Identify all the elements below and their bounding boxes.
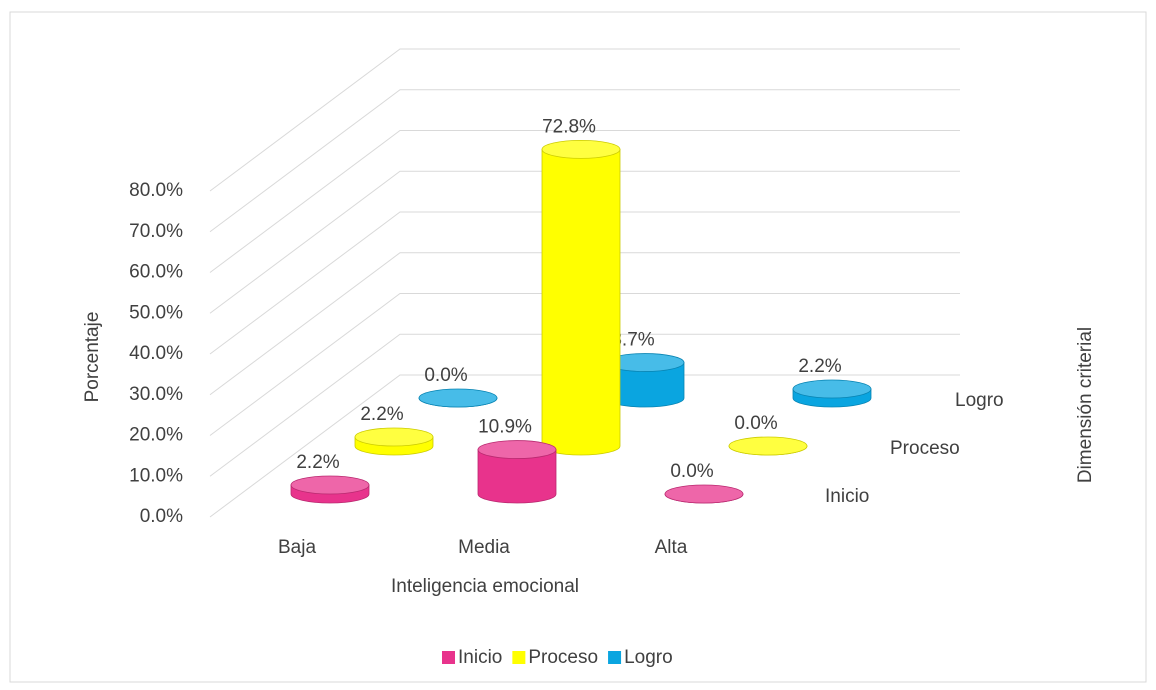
cylinder-top bbox=[728, 436, 808, 456]
y-tick-label: 60.0% bbox=[129, 262, 183, 283]
y-tick-label: 30.0% bbox=[129, 384, 183, 405]
z-tick-label: Proceso bbox=[890, 438, 960, 459]
legend-label: Inicio bbox=[458, 647, 502, 668]
value-label: 2.2% bbox=[296, 452, 339, 473]
cylinder-body bbox=[477, 449, 557, 504]
value-label: 0.0% bbox=[424, 365, 467, 386]
y-tick-label: 70.0% bbox=[129, 221, 183, 242]
value-label: 0.0% bbox=[670, 461, 713, 482]
value-label: 2.2% bbox=[798, 356, 841, 377]
value-label: 0.0% bbox=[734, 413, 777, 434]
legend-label: Proceso bbox=[528, 647, 598, 668]
legend-swatch bbox=[442, 651, 455, 664]
z-axis-title: Dimensión criterial bbox=[1075, 327, 1096, 483]
y-tick-label: 20.0% bbox=[129, 425, 183, 446]
grid-line bbox=[209, 89, 960, 233]
cylinder-top bbox=[418, 388, 498, 408]
z-tick-label: Inicio bbox=[825, 486, 869, 507]
grid-line bbox=[209, 211, 960, 355]
x-tick-label: Alta bbox=[655, 537, 688, 558]
value-label: 10.9% bbox=[478, 417, 532, 438]
cylinder-body bbox=[541, 148, 621, 456]
x-tick-label: Baja bbox=[278, 537, 316, 558]
legend-swatch bbox=[608, 651, 622, 664]
grid-line bbox=[209, 170, 960, 314]
value-label: 72.8% bbox=[542, 116, 596, 137]
grid-line bbox=[209, 252, 960, 396]
cylinder-top bbox=[477, 440, 557, 459]
y-tick-label: 10.0% bbox=[129, 465, 183, 486]
cylinder-top bbox=[664, 484, 744, 504]
cylinder-top bbox=[541, 139, 621, 159]
y-axis-title: Porcentaje bbox=[82, 312, 103, 403]
value-label: 2.2% bbox=[360, 404, 403, 425]
grid-line bbox=[209, 130, 960, 273]
chart-border bbox=[9, 11, 1147, 683]
cylinder-top bbox=[290, 475, 370, 495]
y-tick-label: 40.0% bbox=[129, 343, 183, 364]
grid-line bbox=[209, 48, 960, 192]
y-tick-label: 80.0% bbox=[129, 180, 183, 201]
value-label: 8.7% bbox=[611, 330, 654, 351]
cylinder-top bbox=[792, 379, 872, 399]
legend-label: Logro bbox=[624, 647, 673, 668]
cylinder-top bbox=[354, 427, 434, 447]
y-tick-label: 0.0% bbox=[140, 506, 183, 527]
z-tick-label: Logro bbox=[955, 390, 1004, 411]
x-tick-label: Media bbox=[458, 537, 510, 558]
y-tick-label: 50.0% bbox=[129, 302, 183, 323]
x-axis-title: Inteligencia emocional bbox=[391, 576, 579, 597]
legend-swatch bbox=[512, 651, 526, 664]
grid-line bbox=[209, 293, 960, 436]
grid-line bbox=[209, 333, 960, 477]
grid-line bbox=[209, 374, 960, 518]
